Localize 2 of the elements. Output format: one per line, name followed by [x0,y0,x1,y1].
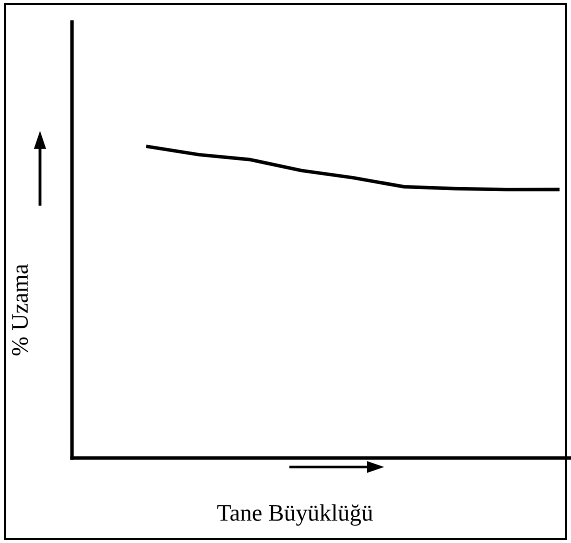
y-axis-title: % Uzama [12,264,28,356]
x-axis-title: Tane Büyüklüğü [217,504,373,526]
